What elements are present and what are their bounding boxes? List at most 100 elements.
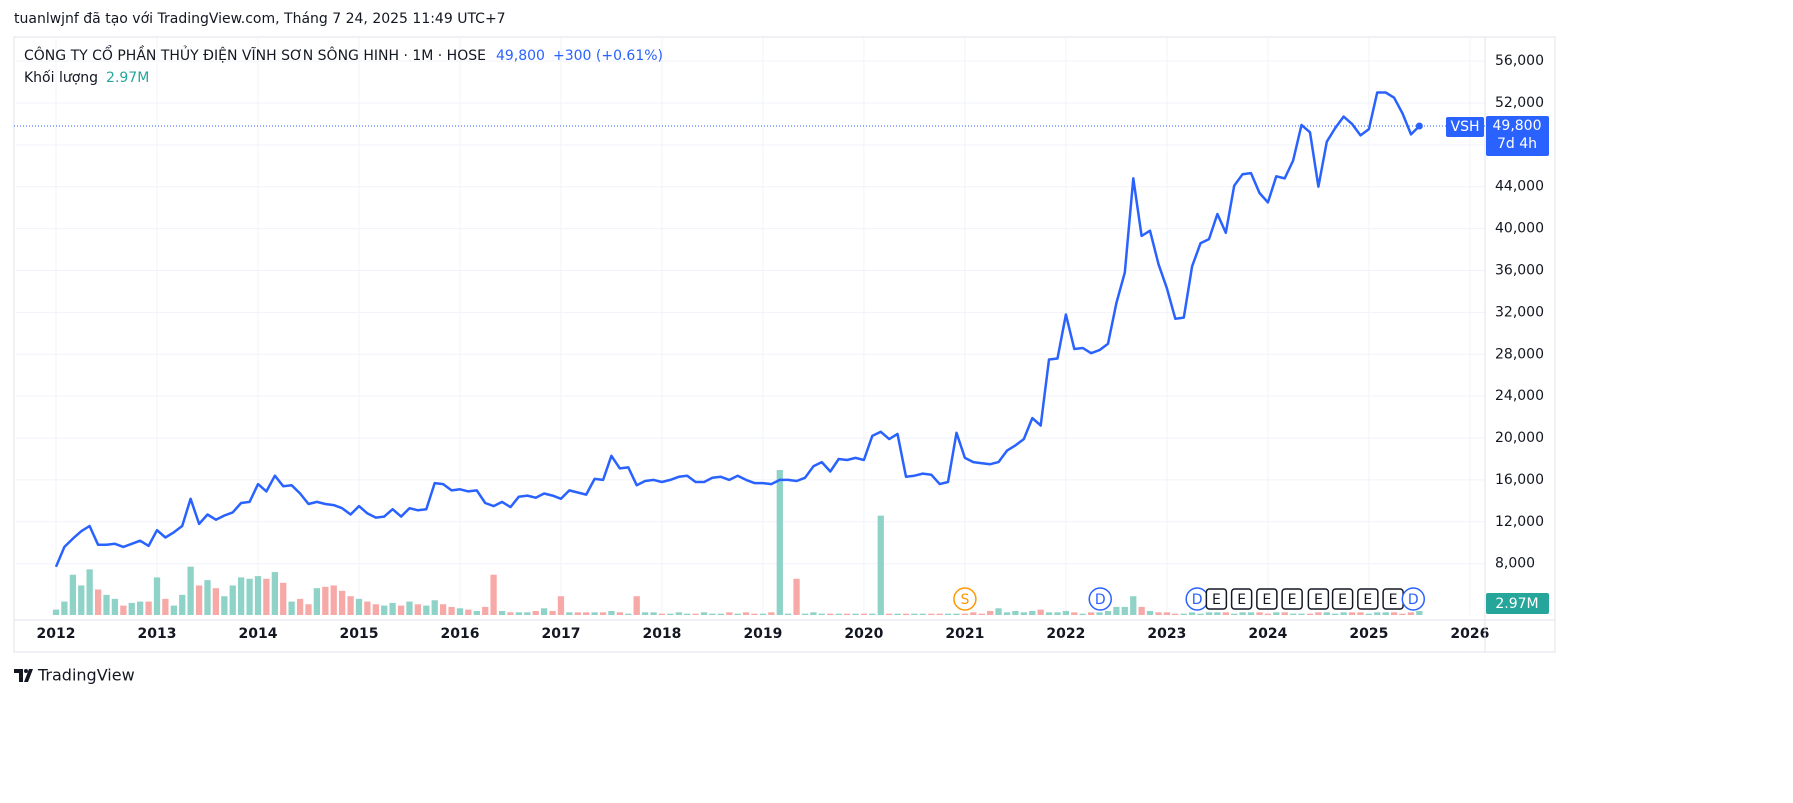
volume-bar xyxy=(1289,613,1297,615)
x-tick-label: 2018 xyxy=(642,626,681,642)
volume-bar xyxy=(162,598,169,615)
volume-bar xyxy=(978,613,985,615)
volume-bar xyxy=(768,612,775,615)
volume-bar xyxy=(1239,612,1246,615)
volume-bar xyxy=(1256,612,1263,615)
volume-bar xyxy=(313,588,321,615)
volume-bar xyxy=(726,612,733,615)
volume-bar xyxy=(347,596,354,615)
volume-bar xyxy=(1172,613,1179,615)
volume-bar xyxy=(263,578,270,615)
y-tick-label: 8,000 xyxy=(1495,556,1535,572)
symbol-label: VSH xyxy=(1451,119,1480,135)
event-marker: E xyxy=(1205,588,1228,610)
event-label: E xyxy=(1363,592,1372,608)
volume-bar xyxy=(911,613,918,615)
volume-bar xyxy=(86,569,93,615)
event-badge xyxy=(1088,587,1112,611)
x-tick-label: 2014 xyxy=(239,626,278,642)
volume-bar xyxy=(869,613,876,615)
volume-bar xyxy=(1088,612,1095,615)
volume-bar xyxy=(1071,612,1078,615)
y-tick-label: 20,000 xyxy=(1495,430,1544,446)
event-marker: E xyxy=(1357,588,1379,610)
event-label: S xyxy=(960,592,969,608)
event-badge xyxy=(1307,588,1330,610)
event-badge xyxy=(1230,588,1253,610)
volume-legend-value: 2.97M xyxy=(106,70,149,86)
volume-bar xyxy=(961,613,969,615)
volume-bar xyxy=(1163,612,1171,615)
volume-bar xyxy=(532,610,539,615)
volume-bar xyxy=(1374,612,1381,615)
volume-bar xyxy=(894,613,901,615)
volume-bar xyxy=(52,609,60,615)
volume-bar xyxy=(1113,606,1120,615)
event-marker: E xyxy=(1307,588,1330,610)
volume-bar xyxy=(288,601,295,615)
volume-bar xyxy=(700,612,708,615)
volume-bar xyxy=(61,601,68,615)
volume-bar xyxy=(1382,612,1389,615)
volume-bar xyxy=(902,613,910,615)
header: tuanlwjnf đã tạo với TradingView.com, Th… xyxy=(14,11,506,27)
event-label: E xyxy=(1212,592,1221,608)
volume-bar xyxy=(1138,606,1145,615)
volume-bar xyxy=(1281,612,1288,615)
y-tick-label: 44,000 xyxy=(1495,179,1544,195)
volume-bar xyxy=(1079,613,1086,615)
x-tick-label: 2019 xyxy=(743,626,782,642)
volume-bar xyxy=(1045,612,1053,615)
volume-bar xyxy=(1197,613,1204,615)
volume-bar xyxy=(187,566,194,615)
volume-bar xyxy=(381,605,388,615)
volume-bar xyxy=(751,613,758,615)
volume-bar xyxy=(414,604,421,615)
event-marker: E xyxy=(1281,588,1303,610)
volume-bar xyxy=(1222,612,1229,615)
y-tick-label: 28,000 xyxy=(1495,346,1544,362)
volume-bar xyxy=(692,613,699,615)
volume-bar xyxy=(1407,612,1415,615)
volume-bar xyxy=(237,577,245,615)
y-tick-label: 12,000 xyxy=(1495,514,1544,530)
y-tick-label: 32,000 xyxy=(1495,304,1544,320)
volume-bar xyxy=(1357,612,1364,615)
volume-bar xyxy=(103,594,110,615)
volume-bar xyxy=(801,613,809,615)
volume-bar xyxy=(128,602,135,615)
volume-bar xyxy=(1273,612,1280,615)
volume-bar xyxy=(608,610,615,615)
volume-bar xyxy=(246,578,253,615)
volume-bar xyxy=(1104,610,1112,615)
volume-bar xyxy=(482,606,489,615)
volume-bar xyxy=(995,608,1002,615)
y-tick-label: 56,000 xyxy=(1495,53,1544,69)
volume-bar xyxy=(886,613,893,615)
volume-bar xyxy=(919,613,926,615)
footer: TradingView xyxy=(37,666,135,685)
event-badge xyxy=(1357,588,1379,610)
volume-bar xyxy=(423,605,430,615)
volume-bar xyxy=(1054,612,1061,615)
volume-bar xyxy=(498,610,506,615)
volume-bar xyxy=(195,585,203,615)
volume-bar xyxy=(827,613,834,615)
volume-bar xyxy=(456,608,464,615)
volume-bar xyxy=(322,586,329,615)
x-tick-label: 2023 xyxy=(1147,626,1186,642)
volume-legend: Khối lượng xyxy=(24,69,98,86)
volume-bar xyxy=(557,596,565,615)
last-price: 49,800 xyxy=(496,48,545,64)
volume-bar xyxy=(372,604,379,615)
event-label: E xyxy=(1288,592,1297,608)
x-tick-label: 2020 xyxy=(844,626,883,642)
price-badge-value: 49,800 xyxy=(1493,118,1542,134)
volume-bar xyxy=(1155,612,1162,615)
volume-bar xyxy=(136,601,144,615)
event-label: D xyxy=(1192,592,1203,608)
y-tick-label: 16,000 xyxy=(1495,472,1544,488)
volume-bar xyxy=(1306,613,1314,615)
volume-bar xyxy=(810,612,817,615)
